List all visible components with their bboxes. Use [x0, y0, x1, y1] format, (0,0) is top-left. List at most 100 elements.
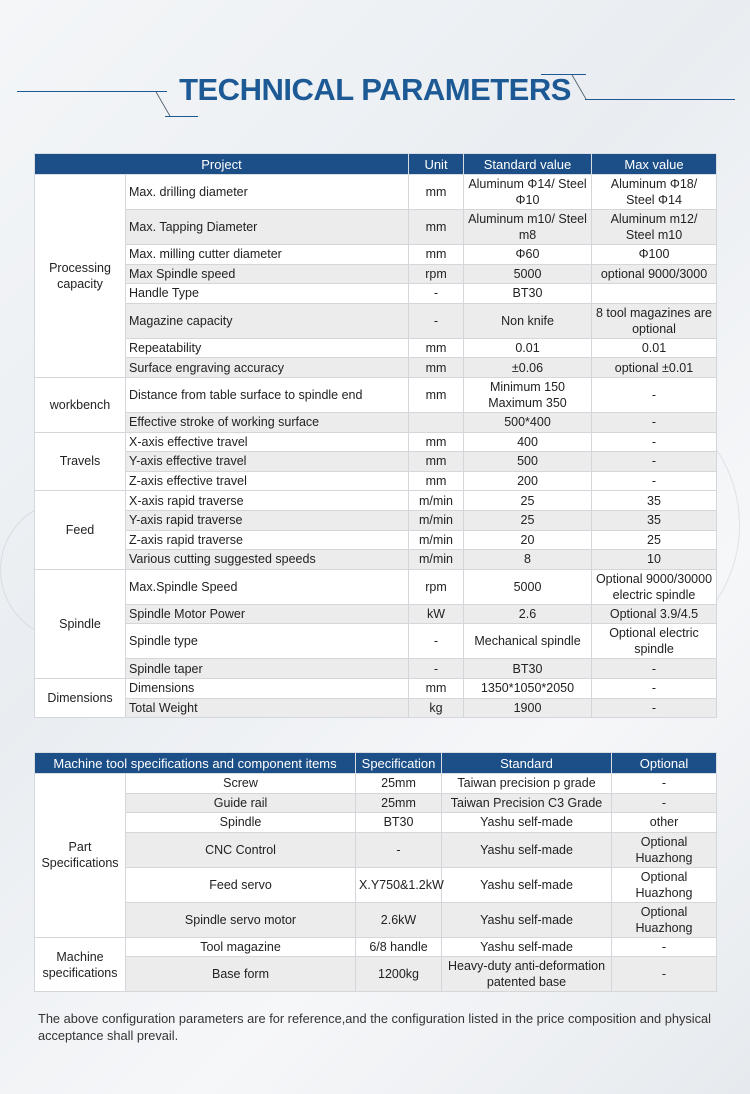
table-row: Max Spindle speed rpm 5000 optional 9000/30…	[35, 263, 717, 285]
cell-unit: mm	[408, 209, 464, 245]
cell-item: Max. Tapping Diameter	[125, 209, 409, 245]
table-row: Base form 1200kg Heavy-duty anti-deformati…	[35, 956, 718, 993]
group-label: Feed	[34, 490, 126, 570]
cell-spec: 2.6kW	[355, 901, 443, 938]
cell-standard: BT30	[463, 283, 592, 304]
table-row: Max. Tapping Diameter mm Aluminum m10/ Ste…	[35, 209, 717, 245]
cell-item: Spindle servo motor	[124, 901, 357, 938]
cell-standard: Taiwan Precision C3 Grade	[441, 792, 613, 814]
page-title: TECHNICAL PARAMETERS	[179, 72, 571, 107]
table-row: Total Weight kg 1900-	[35, 697, 717, 719]
cell-item: Y-axis effective travel	[125, 451, 409, 472]
cell-standard: Aluminum m10/ Steel m8	[463, 209, 592, 245]
title-line-right	[585, 99, 735, 100]
cell-unit: -	[408, 283, 464, 304]
cell-item: Repeatability	[125, 337, 409, 359]
cell-standard: 200	[463, 470, 592, 492]
cell-standard: Heavy-duty anti-deformation patented bas…	[441, 956, 613, 993]
cell-unit: mm	[408, 174, 464, 210]
cell-max	[591, 283, 717, 304]
cell-item: Tool magazine	[124, 936, 357, 958]
cell-item: Base form	[124, 956, 357, 993]
cell-standard: 0.01	[463, 337, 592, 359]
cell-spec: X.Y750&1.2kW	[355, 866, 444, 903]
table-row: Y-axis rapid traverse m/min 25 35	[35, 509, 717, 531]
header-standard: Standard	[441, 752, 613, 774]
cell-item: Feed servo	[124, 866, 357, 903]
cell-standard: Minimum 150 Maximum 350	[463, 376, 592, 413]
cell-item: Effective stroke of working surface	[125, 411, 409, 433]
cell-max: Aluminum m12/ Steel m10	[591, 209, 717, 245]
cell-spec: 25mm	[355, 773, 443, 794]
cell-unit: kg	[408, 697, 464, 719]
cell-item: Z-axis rapid traverse	[125, 529, 409, 551]
cell-standard: Yashu self-made	[441, 901, 613, 938]
group-label: Spindle	[34, 568, 126, 679]
table-row: Y-axis effective travel mm 500-	[35, 451, 717, 472]
table-row: Handle Type - BT30	[35, 283, 717, 304]
table-row: Processing capacity Max. drilling diamete…	[34, 174, 717, 378]
cell-item: Dimensions	[125, 677, 409, 699]
cell-max: 0.01	[591, 337, 717, 359]
table-row: Spindle type - Mechanical spindle Optional …	[35, 623, 717, 660]
cell-max: optional ±0.01	[591, 357, 717, 378]
table-row: Magazine capacity - Non knife 8 tool magazi…	[35, 302, 717, 339]
cell-max: 10	[591, 549, 717, 570]
header-unit: Unit	[408, 153, 464, 175]
header-max: Max value	[591, 153, 717, 175]
table-row: Spindle Motor Power kW 2.6 Optional 3.9/4.5	[35, 603, 717, 625]
cell-max: -	[591, 677, 717, 699]
cell-optional: -	[611, 936, 718, 958]
table-row: Effective stroke of working surface 500*4…	[35, 411, 717, 433]
cell-max: 8 tool magazines are optional	[591, 302, 717, 339]
cell-max: Aluminum Φ18/ Steel Φ14	[591, 174, 717, 210]
cell-item: Magazine capacity	[125, 302, 409, 339]
cell-item: Various cutting suggested speeds	[125, 549, 409, 570]
group-label: Dimensions	[34, 677, 126, 719]
cell-standard: 20	[463, 529, 592, 551]
component-specifications-table: Machine tool specifications and componen…	[33, 752, 718, 993]
cell-unit: mm	[408, 337, 464, 359]
table-row: Part Specifications Screw 25mm Taiwan preci…	[34, 773, 718, 938]
cell-optional: -	[611, 773, 718, 794]
disclaimer-note: The above configuration parameters are f…	[38, 1011, 711, 1043]
cell-standard: 8	[463, 549, 592, 570]
cell-item: Max. drilling diameter	[125, 174, 409, 210]
cell-max: 35	[591, 490, 717, 511]
cell-unit: -	[408, 658, 464, 679]
cell-unit: m/min	[408, 529, 464, 551]
table-row: Travels X-axis effective travel mm 400-	[34, 431, 717, 492]
table-row: Spindle Max.Spindle Speed rpm 5000 Optional …	[34, 568, 717, 679]
cell-item: Z-axis effective travel	[125, 470, 409, 492]
cell-unit: mm	[408, 677, 464, 699]
cell-standard: Taiwan precision p grade	[441, 773, 613, 794]
table-row: Max. milling cutter diameter mm Φ60 Φ100	[35, 244, 717, 265]
group-label: workbench	[34, 376, 126, 433]
cell-unit: rpm	[408, 263, 464, 285]
cell-item: CNC Control	[124, 831, 357, 868]
cell-unit: m/min	[408, 549, 464, 570]
cell-item: Max.Spindle Speed	[125, 568, 409, 605]
cell-item: Total Weight	[125, 697, 409, 719]
cell-optional: Optional Huazhong	[611, 831, 718, 868]
header-optional: Optional	[611, 752, 718, 774]
cell-spec: -	[355, 831, 443, 868]
title-line-left	[17, 91, 167, 92]
cell-spec: 1200kg	[355, 956, 443, 993]
cell-standard: ±0.06	[463, 357, 592, 378]
cell-unit: mm	[408, 470, 464, 492]
cell-max: -	[591, 451, 717, 472]
cell-unit: mm	[408, 431, 464, 453]
header-project: Project	[34, 153, 409, 175]
cell-item: Distance from table surface to spindle e…	[125, 376, 409, 413]
cell-max: -	[591, 376, 717, 413]
cell-max: optional 9000/3000	[591, 263, 717, 285]
header-specification: Specification	[355, 752, 443, 774]
header-standard: Standard value	[463, 153, 592, 175]
cell-standard: Aluminum Φ14/ Steel Φ10	[463, 174, 592, 210]
cell-standard: 400	[463, 431, 592, 453]
cell-unit: -	[408, 623, 464, 660]
cell-standard: 5000	[463, 568, 592, 605]
cell-item: X-axis effective travel	[125, 431, 409, 453]
cell-standard: Non knife	[463, 302, 592, 339]
